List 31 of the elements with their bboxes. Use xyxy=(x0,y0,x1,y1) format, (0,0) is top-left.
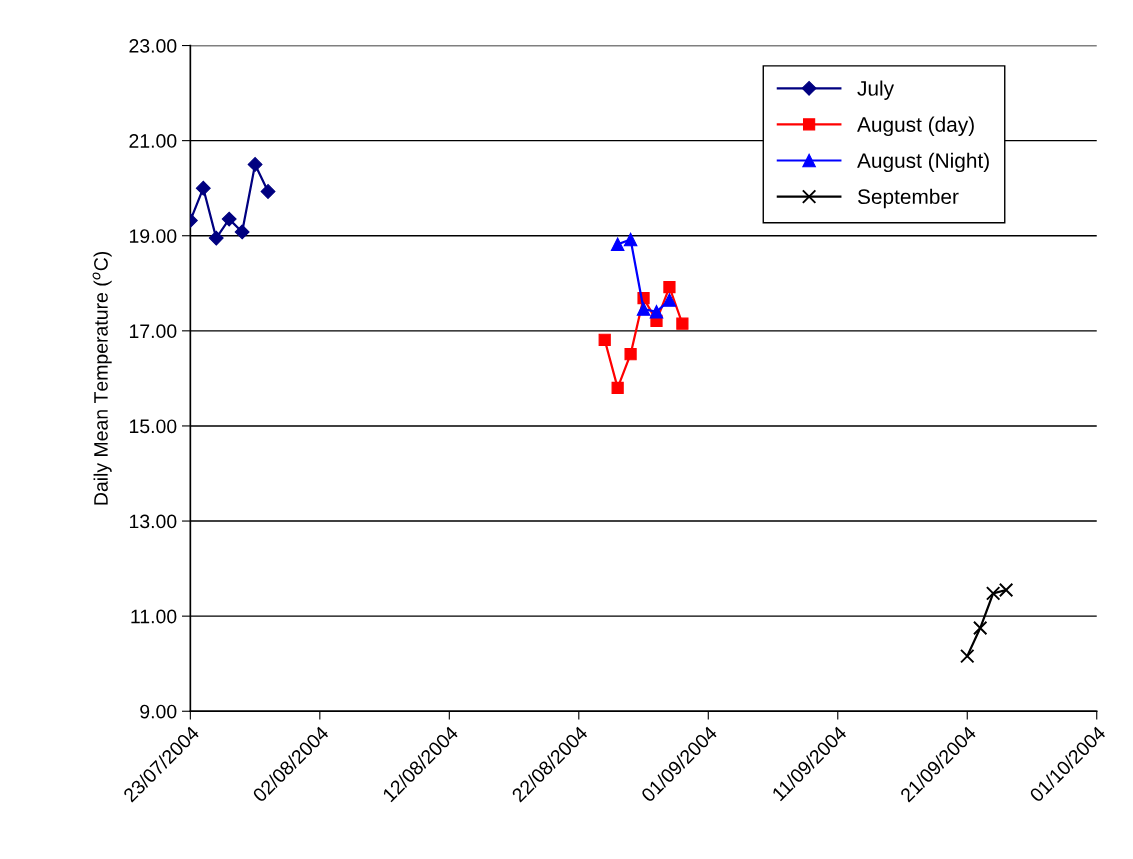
point xyxy=(623,232,638,247)
legend-label: July xyxy=(857,80,895,100)
legend-label: September xyxy=(857,188,959,209)
point xyxy=(636,302,651,316)
point xyxy=(624,348,637,361)
y-tick-label: 17.00 xyxy=(129,324,177,339)
point xyxy=(221,211,237,227)
point xyxy=(676,317,689,330)
point xyxy=(662,293,677,307)
point xyxy=(610,237,625,252)
point xyxy=(972,620,988,636)
y-axis-title: Daily Mean Temperature ($^{o}$C) xyxy=(92,251,112,505)
point xyxy=(260,184,276,199)
point xyxy=(663,280,676,294)
point xyxy=(195,180,211,196)
point xyxy=(960,648,975,664)
y-tick-label: 11.00 xyxy=(131,609,177,624)
point xyxy=(611,381,624,395)
y-tick-label: 9.00 xyxy=(140,704,177,719)
point xyxy=(649,305,664,319)
point xyxy=(208,230,224,246)
point xyxy=(598,333,611,346)
point xyxy=(247,156,263,172)
point xyxy=(234,224,250,240)
y-tick-label: 21.00 xyxy=(129,134,177,148)
y-tick-label: 13.00 xyxy=(129,514,177,529)
legend-label: August (day) xyxy=(857,116,974,137)
y-tick-label: 15.00 xyxy=(129,419,177,434)
y-tick-label: 19.00 xyxy=(129,229,177,243)
legend-label: August (Night) xyxy=(857,152,989,173)
y-tick-label: 23.00 xyxy=(129,38,177,53)
